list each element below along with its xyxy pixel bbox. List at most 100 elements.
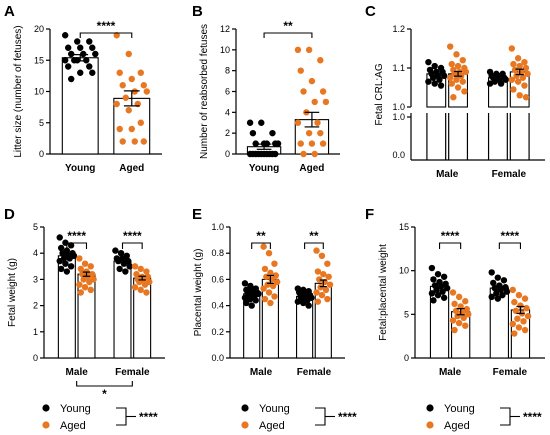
legend-2: Young Aged **** xyxy=(241,403,357,432)
data-point-young xyxy=(430,297,437,304)
y-tick-label: 1.0 xyxy=(392,112,405,122)
y-tick-label: 1.0 xyxy=(211,222,224,232)
x-tick-label: Male xyxy=(250,367,273,378)
legend-marker-aged xyxy=(42,421,50,429)
data-point-aged xyxy=(305,46,313,54)
data-point-aged xyxy=(522,64,530,72)
y-tick-label: 0.6 xyxy=(211,274,224,284)
y-tick-label: 0 xyxy=(404,353,409,363)
data-point-young xyxy=(263,150,271,158)
data-point-aged xyxy=(260,285,267,292)
data-point-aged xyxy=(522,94,530,101)
data-point-aged xyxy=(141,281,149,288)
data-point-aged xyxy=(313,247,320,254)
y-tick-label: 0.2 xyxy=(211,327,224,337)
data-point-young xyxy=(258,119,265,126)
legend-1: Young Aged **** xyxy=(42,403,158,432)
data-point-young xyxy=(497,80,505,87)
significance-bracket xyxy=(498,242,522,249)
data-point-aged xyxy=(297,67,304,74)
data-point-aged xyxy=(508,45,516,52)
significance-bracket xyxy=(251,242,271,249)
y-tick-label: 1.2 xyxy=(392,24,405,34)
data-point-aged xyxy=(448,80,455,87)
data-point-aged xyxy=(305,129,313,137)
data-point-young xyxy=(430,276,437,283)
data-point-aged xyxy=(316,276,323,283)
y-tick-label: 0.0 xyxy=(392,150,405,160)
data-point-aged xyxy=(269,282,277,290)
data-point-aged xyxy=(86,278,93,286)
data-point-aged xyxy=(521,58,528,66)
data-point-aged xyxy=(128,75,135,83)
data-point-aged xyxy=(122,94,129,101)
data-point-young xyxy=(86,38,93,45)
y-tick-label: 1.0 xyxy=(392,102,405,112)
data-point-young xyxy=(440,294,448,301)
data-point-young xyxy=(493,290,500,297)
data-point-aged xyxy=(260,243,267,250)
data-point-young xyxy=(243,299,250,307)
data-point-aged xyxy=(314,119,321,126)
data-point-aged xyxy=(451,300,458,308)
data-point-aged xyxy=(516,62,523,70)
data-point-young xyxy=(305,302,312,309)
data-point-young xyxy=(300,299,307,307)
legend-marker-aged xyxy=(426,421,434,429)
data-point-young xyxy=(249,129,257,137)
data-point-aged xyxy=(313,289,320,296)
data-point-aged xyxy=(449,289,457,296)
data-point-young xyxy=(241,280,249,287)
data-point-young xyxy=(62,260,69,267)
data-point-aged xyxy=(462,298,469,305)
legend-marker-young xyxy=(426,404,434,412)
data-point-young xyxy=(503,288,511,295)
data-point-young xyxy=(86,63,93,70)
data-point-young xyxy=(269,129,276,137)
y-tick-label: 0.8 xyxy=(211,248,224,258)
data-point-aged xyxy=(326,281,334,288)
x-tick-label: Female xyxy=(297,367,332,378)
data-point-aged xyxy=(125,50,132,58)
legend-marker-young xyxy=(241,404,249,412)
data-point-young xyxy=(64,44,72,51)
data-point-young xyxy=(500,277,508,284)
data-point-aged xyxy=(267,299,274,307)
panel-a: A 0 5 10 15 20 Litter size (number of fetuses)… xyxy=(4,3,162,174)
legend-3: Young Aged **** xyxy=(426,403,542,432)
significance-bracket xyxy=(76,381,133,387)
data-point-aged xyxy=(451,70,459,78)
significance-label: ** xyxy=(309,229,319,243)
x-tick-label: Male xyxy=(66,367,89,378)
panel-letter: C xyxy=(365,3,376,20)
data-point-aged xyxy=(324,260,331,267)
data-point-aged xyxy=(451,326,458,334)
x-tick-label: Young xyxy=(65,163,95,174)
data-point-young xyxy=(494,295,502,302)
legend-significance: **** xyxy=(338,410,357,424)
data-point-aged xyxy=(81,260,89,267)
data-point-aged xyxy=(261,265,269,273)
data-point-aged xyxy=(77,289,85,296)
data-point-aged xyxy=(325,273,332,280)
data-point-aged xyxy=(511,330,518,337)
data-point-aged xyxy=(515,291,523,299)
y-tick-label: 20 xyxy=(34,24,44,34)
data-point-aged xyxy=(265,289,273,296)
data-point-young xyxy=(436,76,443,83)
data-point-aged xyxy=(454,84,462,91)
data-point-young xyxy=(425,58,432,66)
data-point-aged xyxy=(322,286,330,294)
legend-label-young: Young xyxy=(444,403,475,415)
data-point-aged xyxy=(76,281,83,288)
legend-label-young: Young xyxy=(259,403,290,415)
data-point-aged xyxy=(137,119,144,126)
y-axis-label: Fetal:placental weight xyxy=(378,244,389,341)
y-tick-label: 0 xyxy=(225,149,230,159)
y-tick-label: 6 xyxy=(225,87,230,97)
x-tick-label: Aged xyxy=(299,163,324,174)
data-point-young xyxy=(488,269,495,276)
data-point-young xyxy=(68,50,75,58)
data-point-young xyxy=(440,273,448,280)
